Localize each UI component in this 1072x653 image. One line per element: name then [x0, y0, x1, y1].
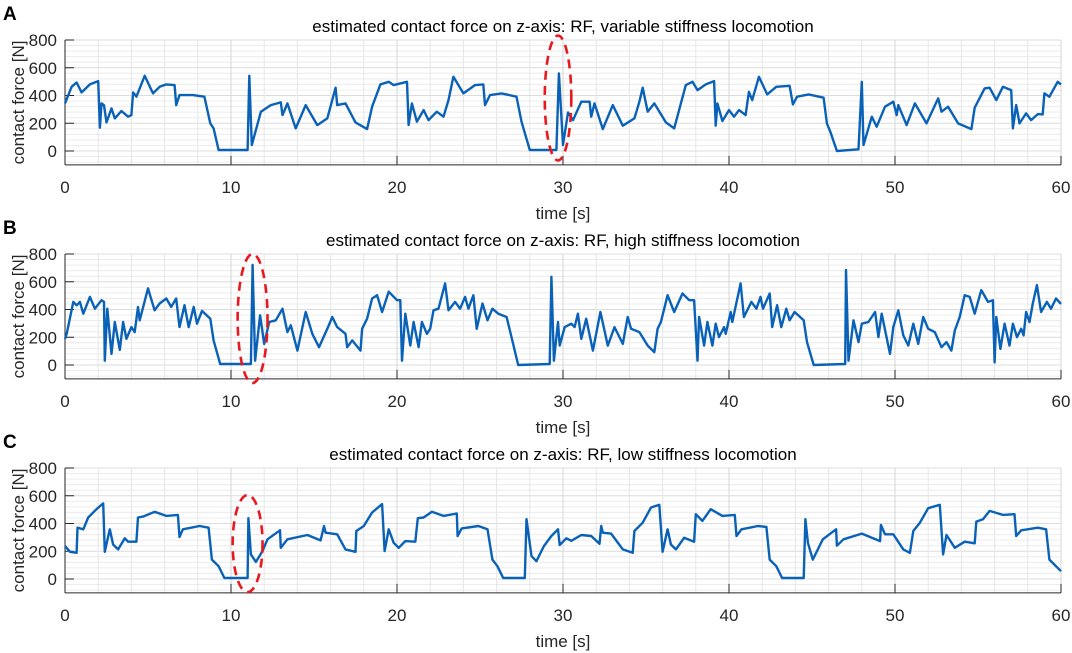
panel-label: C — [3, 432, 17, 453]
grid — [65, 467, 1062, 593]
y-tick-label: 0 — [48, 570, 57, 589]
x-tick-label: 40 — [720, 178, 739, 197]
highlight-ellipse — [236, 252, 269, 385]
y-tick-label: 0 — [48, 142, 57, 161]
x-tick-label: 60 — [1052, 392, 1071, 411]
y-tick-label: 200 — [29, 542, 57, 561]
y-tick-label: 600 — [29, 487, 57, 506]
chart-title: estimated contact force on z-axis: RF, h… — [326, 231, 800, 250]
x-tick-label: 50 — [886, 392, 905, 411]
panel-c: 0 200 400 600 800 0 10 20 30 40 50 60 time [s] contac… — [3, 432, 1070, 651]
grid — [65, 39, 1062, 165]
x-tick-label: 0 — [60, 178, 69, 197]
chart-title: estimated contact force on z-axis: RF, l… — [329, 445, 796, 464]
y-tick-label: 800 — [29, 245, 57, 264]
y-tick-label: 0 — [48, 356, 57, 375]
highlight-ellipse — [231, 493, 264, 594]
x-axis-label: time [s] — [536, 418, 591, 437]
y-tick-label: 600 — [29, 273, 57, 292]
y-tick-label: 400 — [29, 301, 57, 320]
y-tick-label: 200 — [29, 328, 57, 347]
x-tick-label: 0 — [60, 392, 69, 411]
x-tick-label: 20 — [388, 178, 407, 197]
y-tick-label: 200 — [29, 114, 57, 133]
x-tick-label: 10 — [222, 392, 241, 411]
y-tick-label: 600 — [29, 59, 57, 78]
chart-title: estimated contact force on z-axis: RF, v… — [312, 17, 813, 36]
x-tick-label: 60 — [1052, 178, 1071, 197]
y-tick-label: 800 — [29, 459, 57, 478]
panel-label: B — [3, 218, 17, 239]
x-tick-label: 10 — [222, 606, 241, 625]
x-tick-label: 0 — [60, 606, 69, 625]
series-line — [64, 502, 1062, 580]
x-tick-label: 20 — [388, 392, 407, 411]
y-axis-label: contact force [N] — [9, 255, 28, 379]
y-axis-label: contact force [N] — [9, 469, 28, 593]
y-tick-label: 400 — [29, 87, 57, 106]
y-tick-label: 400 — [29, 515, 57, 534]
x-axis-label: time [s] — [536, 204, 591, 223]
x-tick-label: 20 — [388, 606, 407, 625]
y-tick-label: 800 — [29, 31, 57, 50]
panel-b: 0 200 400 600 800 0 10 20 30 40 50 60 time [s] contac… — [3, 218, 1070, 437]
series-line — [63, 72, 1062, 153]
x-axis-label: time [s] — [536, 632, 591, 651]
x-tick-label: 50 — [886, 606, 905, 625]
grid — [65, 253, 1062, 379]
x-tick-label: 30 — [554, 178, 573, 197]
x-tick-label: 40 — [720, 606, 739, 625]
x-tick-label: 30 — [554, 392, 573, 411]
y-axis-label: contact force [N] — [9, 41, 28, 165]
x-tick-label: 60 — [1052, 606, 1071, 625]
panel-label: A — [3, 4, 17, 25]
x-tick-label: 30 — [554, 606, 573, 625]
x-tick-label: 50 — [886, 178, 905, 197]
series-line — [63, 263, 1062, 367]
highlight-ellipse — [543, 34, 573, 162]
x-tick-label: 40 — [720, 392, 739, 411]
panel-a: 0 200 400 600 800 0 10 20 30 40 50 60 time [s] contac… — [3, 4, 1070, 223]
x-tick-label: 10 — [222, 178, 241, 197]
